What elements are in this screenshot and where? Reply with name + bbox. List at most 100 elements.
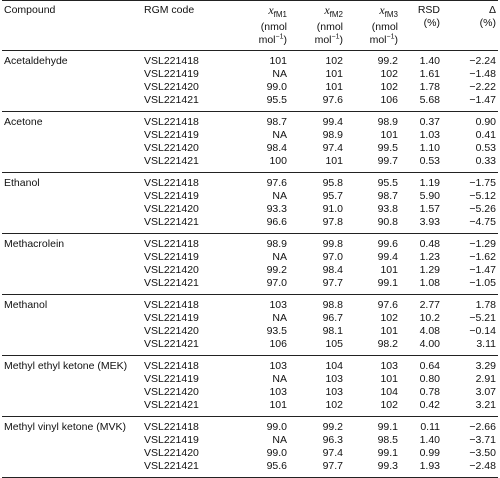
table-row: VSL221419 NA 95.7 98.7 5.90 −5.12 [2,190,498,203]
value-cell: 101 [380,373,398,385]
table-row: Ethanol VSL221418 97.6 95.8 95.5 1.19 −1.75 [2,173,498,191]
value-cell: NA [272,312,287,324]
header-label: Δ [488,4,496,16]
rgm-code: VSL221421 [144,155,199,167]
value-cell: −1.47 [469,264,496,276]
compound-cell [2,264,142,277]
compound-cell [2,312,142,325]
column-header: RGM code [142,1,232,51]
value-cell: 1.10 [419,142,440,154]
value-cell: 0.53 [475,142,496,154]
value-cell: 96.7 [322,312,343,324]
subscript: fM3 [384,10,398,19]
symbol: xfM1 [268,3,287,20]
value-cell: 93.3 [266,203,287,215]
value-cell: 99.8 [322,238,343,250]
rgm-code: VSL221420 [144,203,199,215]
symbol: xfM3 [379,3,398,20]
value-cell: 0.33 [475,155,496,167]
value-cell: 95.7 [322,190,343,202]
value-cell: 104 [380,386,398,398]
table-row: VSL221420 99.2 98.4 101 1.29 −1.47 [2,264,498,277]
rgm-code: VSL221418 [144,421,199,433]
value-cell: 3.11 [476,338,496,350]
compound-cell [2,155,142,173]
rgm-code: VSL221419 [144,190,199,202]
column-header: xfM3 (nmol mol−1) [345,1,400,51]
rgm-code: VSL221418 [144,360,199,372]
value-cell: −2.66 [469,421,496,433]
compound-cell [2,129,142,142]
header-label: RSD [417,4,440,16]
value-cell: 98.1 [322,325,343,337]
value-cell: 103 [380,360,398,372]
value-cell: 1.57 [419,203,440,215]
value-cell: 0.99 [419,447,440,459]
value-cell: 99.7 [377,155,398,167]
value-cell: 1.40 [419,434,440,446]
table-row: Methacrolein VSL221418 98.9 99.8 99.6 0.48 −1.… [2,234,498,252]
compound-cell [2,325,142,338]
value-cell: 2.77 [419,299,440,311]
value-cell: 101 [380,325,398,337]
table-row: VSL221419 NA 96.3 98.5 1.40 −3.71 [2,434,498,447]
rgm-code: VSL221419 [144,251,199,263]
rgm-code: VSL221421 [144,338,199,350]
value-cell: 99.5 [377,142,398,154]
value-cell: 99.4 [322,116,343,128]
value-cell: −1.48 [469,68,496,80]
value-cell: 90.8 [377,216,398,228]
value-cell: 101 [325,155,343,167]
value-cell: −2.24 [469,55,496,67]
compound-cell [2,277,142,295]
table-row: VSL221420 93.5 98.1 101 4.08 −0.14 [2,325,498,338]
value-cell: 98.9 [322,129,343,141]
value-cell: 99.0 [266,81,287,93]
value-cell: NA [272,129,287,141]
value-cell: 1.61 [419,68,440,80]
value-cell: 100 [269,155,287,167]
compound-cell: Ethanol [4,177,40,189]
table-row: VSL221420 99.0 101 102 1.78 −2.22 [2,81,498,94]
rgm-code: VSL221420 [144,447,199,459]
value-cell: 97.4 [322,447,343,459]
rgm-code: VSL221419 [144,434,199,446]
table-row: VSL221421 96.6 97.8 90.8 3.93 −4.75 [2,216,498,234]
value-cell: 99.4 [377,251,398,263]
column-header: xfM1 (nmol mol−1) [232,1,289,51]
value-cell: 101 [269,55,287,67]
value-cell: 1.19 [419,177,440,189]
unit-exponent: −1 [386,33,395,41]
rgm-code: VSL221421 [144,277,199,289]
compound-cell [2,386,142,399]
compound-cell [2,434,142,447]
value-cell: NA [272,68,287,80]
value-cell: 101 [380,264,398,276]
value-cell: 96.6 [266,216,287,228]
value-cell: 97.7 [322,277,343,289]
value-cell: 99.2 [377,55,398,67]
compound-cell: Methyl vinyl ketone (MVK) [4,421,126,433]
value-cell: −2.48 [469,460,496,472]
compound-cell [2,142,142,155]
value-cell: 99.1 [377,277,398,289]
value-cell: −0.14 [469,325,496,337]
value-cell: 97.0 [322,251,343,263]
rgm-code: VSL221418 [144,238,199,250]
value-cell: NA [272,190,287,202]
value-cell: 101 [325,81,343,93]
compound-cell [2,447,142,460]
value-cell: 97.0 [266,277,287,289]
value-cell: −3.50 [469,447,496,459]
compound-cell [2,94,142,112]
value-cell: −1.05 [469,277,496,289]
rgm-code: VSL221420 [144,142,199,154]
table-row: VSL221420 99.0 97.4 99.1 0.99 −3.50 [2,447,498,460]
rgm-code: VSL221421 [144,460,199,472]
column-header: xfM2 (nmol mol−1) [289,1,345,51]
value-cell: 3.29 [475,360,496,372]
value-cell: 98.9 [377,116,398,128]
compound-cell [2,338,142,356]
value-cell: 1.03 [419,129,440,141]
